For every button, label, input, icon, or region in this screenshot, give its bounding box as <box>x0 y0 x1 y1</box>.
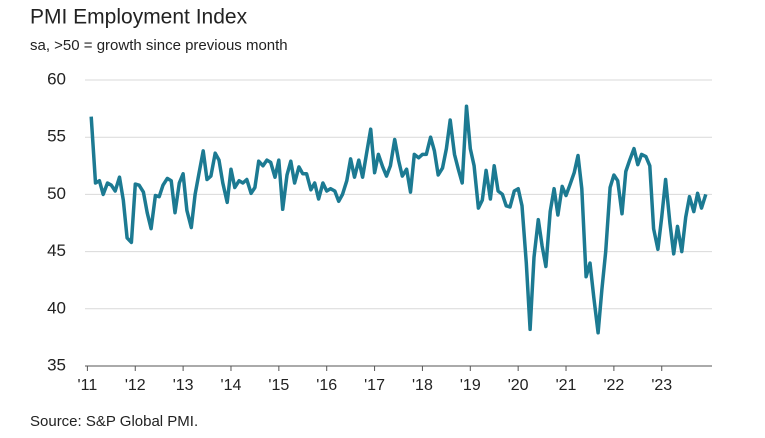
y-tick-label: 55 <box>47 127 66 146</box>
chart-title: PMI Employment Index <box>30 6 248 29</box>
x-tick-label: '20 <box>508 377 529 394</box>
y-tick-label: 35 <box>47 355 66 374</box>
x-tick-label: '15 <box>268 377 289 394</box>
y-tick-label: 60 <box>47 69 66 88</box>
x-tick-label: '18 <box>412 377 433 394</box>
x-tick-label: '11 <box>78 377 98 394</box>
source: Source: S&P Global PMI. <box>30 413 198 430</box>
y-tick-label: 50 <box>47 184 66 203</box>
x-tick-label: '12 <box>125 377 146 394</box>
x-tick-label: '22 <box>603 377 624 394</box>
y-tick-label: 40 <box>47 298 66 317</box>
data-line <box>89 104 708 335</box>
x-tick-label: '17 <box>364 377 385 394</box>
chart-subtitle: sa, >50 = growth since previous month <box>30 37 288 54</box>
x-tick-label: '16 <box>316 377 337 394</box>
y-tick-label: 45 <box>47 241 66 260</box>
x-tick-label: '21 <box>556 377 577 394</box>
x-tick-label: '19 <box>460 377 481 394</box>
x-tick-label: '14 <box>221 377 242 394</box>
x-tick-label: '13 <box>173 377 194 394</box>
x-tick-label: '23 <box>651 377 672 394</box>
